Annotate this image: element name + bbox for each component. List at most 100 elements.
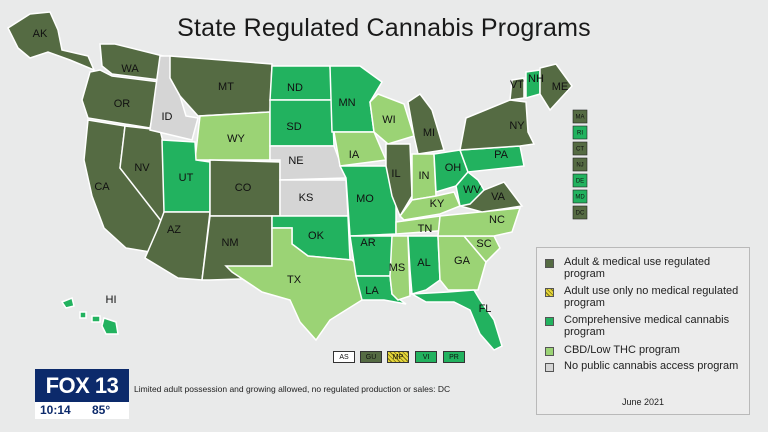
legend-label: Adult use only no medical regulated prog… xyxy=(564,285,739,309)
state-label-tx: TX xyxy=(287,274,302,286)
state-label-ga: GA xyxy=(454,255,471,267)
legend-swatch xyxy=(545,363,554,372)
state-label-mn: MN xyxy=(338,97,355,109)
state-label-ne: NE xyxy=(288,155,303,167)
state-nc xyxy=(437,207,522,237)
small-state-box-ma xyxy=(572,109,588,124)
state-ak xyxy=(7,11,96,72)
legend-label: Comprehensive medical cannabis program xyxy=(564,314,730,338)
state-label-nc: NC xyxy=(489,214,505,226)
state-label-la: LA xyxy=(365,285,379,297)
small-state-box-nj xyxy=(572,157,588,172)
state-label-ca: CA xyxy=(94,181,110,193)
state-label-il: IL xyxy=(391,168,400,180)
small-state-label-de: DE xyxy=(576,179,584,185)
state-label-me: ME xyxy=(552,81,569,93)
temperature: 85° xyxy=(92,403,111,417)
territory-as: AS xyxy=(333,351,355,363)
legend-label: Adult & medical use regulated program xyxy=(564,256,711,280)
legend-item-adult-only: Adult use only no medical regulated prog… xyxy=(545,285,744,309)
small-state-label-ri: RI xyxy=(577,131,583,137)
date-label: June 2021 xyxy=(622,397,665,407)
state-label-mo: MO xyxy=(356,193,374,205)
territory-gu: GU xyxy=(360,351,382,363)
state-label-vt: VT xyxy=(510,79,524,91)
state-fl xyxy=(409,289,503,351)
state-mt xyxy=(169,55,273,117)
state-label-ok: OK xyxy=(308,230,325,242)
footnote: Limited adult possession and growing all… xyxy=(134,384,451,394)
small-state-label-dc: DC xyxy=(576,211,585,217)
state-label-nd: ND xyxy=(287,82,303,94)
state-label-wy: WY xyxy=(227,133,245,145)
small-state-label-md: MD xyxy=(575,195,585,201)
state-label-ak: AK xyxy=(33,28,48,40)
legend-item-none: No public cannabis access program xyxy=(545,360,744,372)
state-ks xyxy=(279,179,349,217)
state-ky xyxy=(399,191,461,221)
legend-label: No public cannabis access program xyxy=(564,360,739,372)
map-title: State Regulated Cannabis Programs xyxy=(177,14,591,42)
clock-time: 10:14 xyxy=(40,403,71,417)
legend: Adult & medical use regulated program Ad… xyxy=(536,247,750,415)
small-state-box-dc xyxy=(572,205,588,220)
state-tx xyxy=(224,227,365,342)
legend-swatch xyxy=(545,259,554,268)
state-label-ny: NY xyxy=(509,120,525,132)
state-label-hi: HI xyxy=(106,294,117,306)
state-me xyxy=(539,63,573,112)
state-label-ks: KS xyxy=(299,192,314,204)
state-label-ar: AR xyxy=(360,237,375,249)
state-hi xyxy=(60,296,119,335)
state-label-oh: OH xyxy=(445,162,462,174)
territory-vi: VI xyxy=(415,351,437,363)
station-bug: FOX 13 10:14 85° xyxy=(35,369,129,421)
small-state-label-ct: CT xyxy=(576,147,584,153)
state-vt xyxy=(509,77,525,101)
time-temp-bar: 10:14 85° xyxy=(35,402,129,419)
state-label-wv: WV xyxy=(463,184,481,196)
state-label-fl: FL xyxy=(479,303,492,315)
state-label-in: IN xyxy=(419,170,430,182)
state-label-pa: PA xyxy=(494,149,509,161)
state-label-ut: UT xyxy=(179,172,194,184)
state-label-ia: IA xyxy=(349,149,360,161)
small-state-label-ma: MA xyxy=(576,115,585,121)
state-label-al: AL xyxy=(417,257,430,269)
small-state-box-ct xyxy=(572,141,588,156)
state-label-mt: MT xyxy=(218,81,234,93)
state-label-az: AZ xyxy=(167,224,181,236)
state-label-id: ID xyxy=(162,111,173,123)
state-label-or: OR xyxy=(114,98,131,110)
state-nm xyxy=(201,215,273,281)
small-state-label-nj: NJ xyxy=(576,163,583,169)
state-label-mi: MI xyxy=(423,127,435,139)
legend-swatch xyxy=(545,288,554,297)
small-state-box-de xyxy=(572,173,588,188)
state-sd xyxy=(269,99,335,147)
state-label-nh: NH xyxy=(528,73,544,85)
state-label-wa: WA xyxy=(121,63,139,75)
legend-swatch xyxy=(545,317,554,326)
legend-item-cbd: CBD/Low THC program xyxy=(545,344,744,356)
state-label-tn: TN xyxy=(418,223,433,235)
state-label-ms: MS xyxy=(389,262,406,274)
territory-mp: MP xyxy=(387,351,409,363)
legend-item-adult: Adult & medical use regulated program xyxy=(545,256,744,280)
small-state-box-md xyxy=(572,189,588,204)
territory-pr: PR xyxy=(443,351,465,363)
state-label-nv: NV xyxy=(134,162,150,174)
legend-item-comprehensive: Comprehensive medical cannabis program xyxy=(545,314,744,338)
state-label-va: VA xyxy=(491,191,506,203)
legend-label: CBD/Low THC program xyxy=(564,344,680,356)
legend-swatch xyxy=(545,347,554,356)
state-label-nm: NM xyxy=(221,237,238,249)
state-label-sd: SD xyxy=(286,121,301,133)
state-mi xyxy=(407,92,445,155)
state-ne xyxy=(269,145,348,181)
state-label-sc: SC xyxy=(476,238,491,250)
small-state-box-ri xyxy=(572,125,588,140)
state-label-ky: KY xyxy=(430,198,445,210)
